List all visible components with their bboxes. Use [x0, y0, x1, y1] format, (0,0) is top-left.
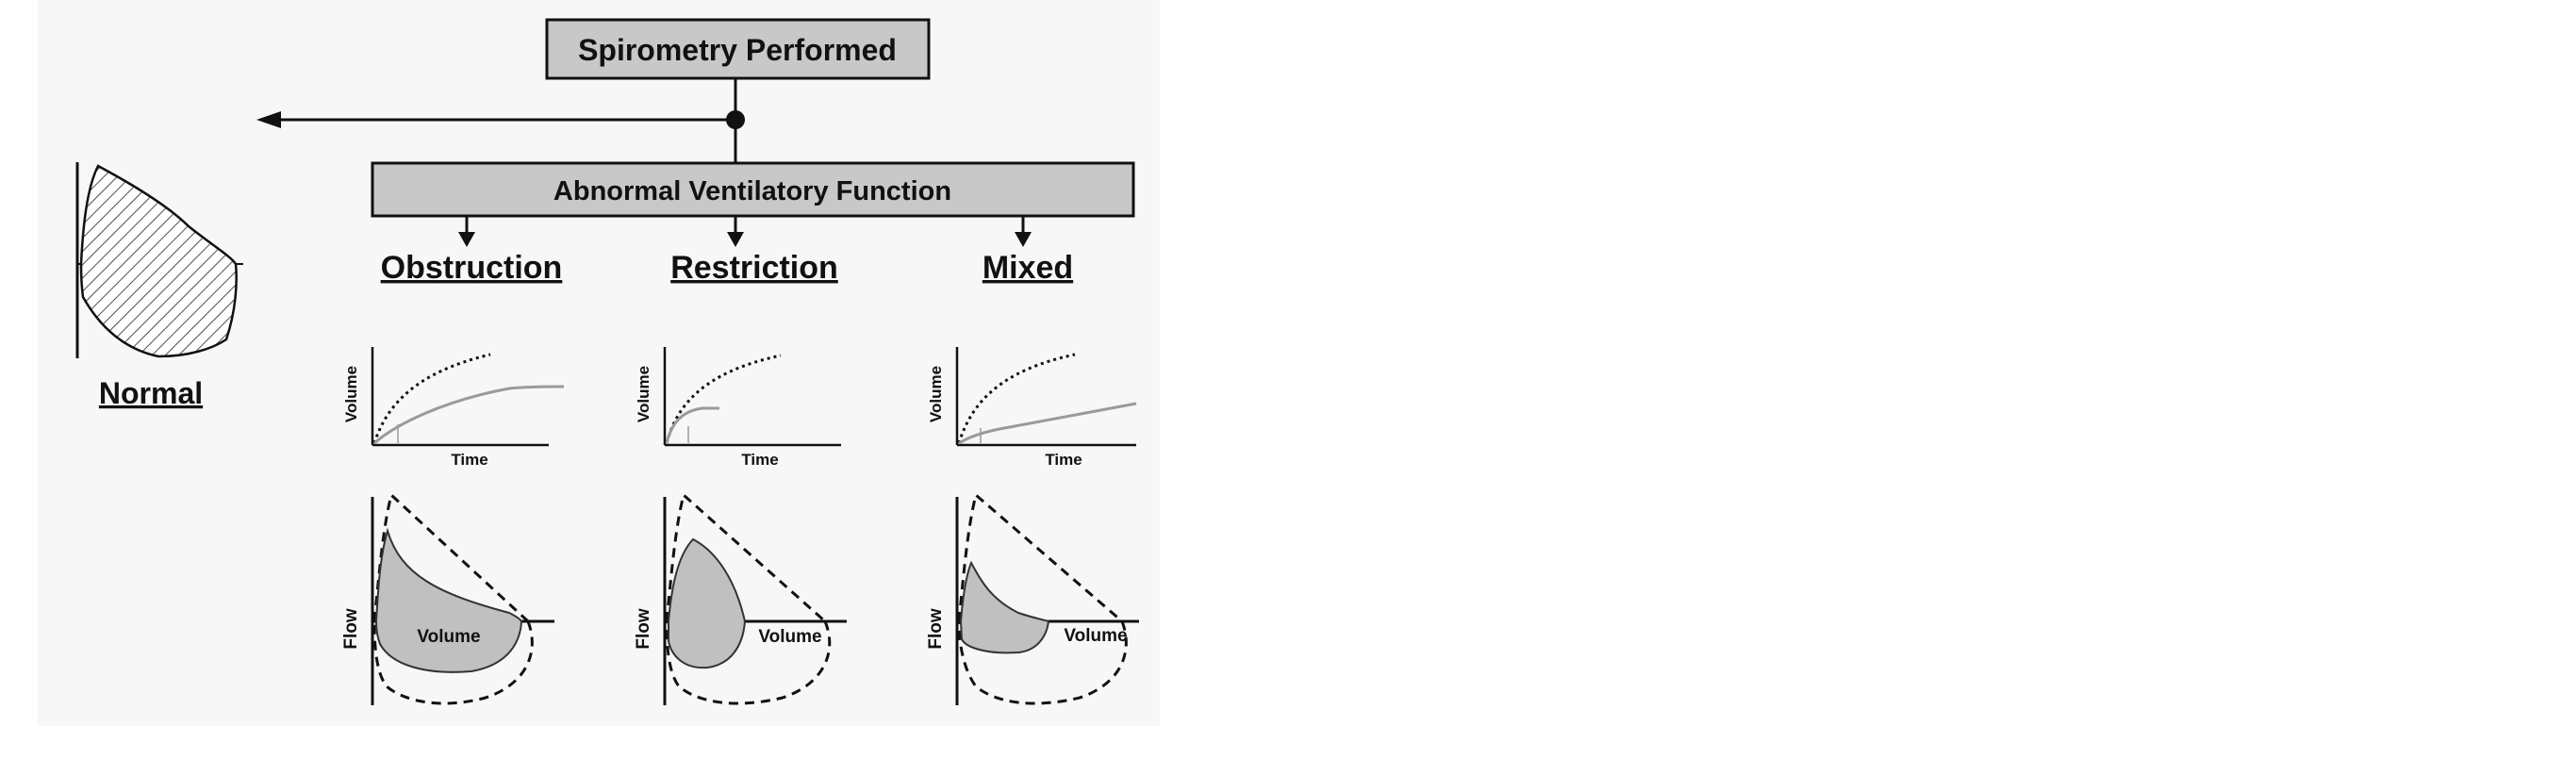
mixed-volume-axis-label: Volume: [927, 366, 945, 422]
mixed-flow-axis-label: Flow: [926, 608, 946, 649]
obstruction-heading: Obstruction: [381, 250, 563, 286]
normal-label: Normal: [99, 376, 203, 410]
restriction-time-axis-label: Time: [741, 451, 778, 469]
abnormal-ventilatory-function-label: Abnormal Ventilatory Function: [553, 176, 951, 206]
obstruction-flow-volume-loop: [371, 492, 554, 705]
spirometry-performed-box: Spirometry Performed: [545, 18, 931, 80]
obstruction-flow-axis-label: Flow: [341, 608, 361, 649]
arrow-to-obstruction: [458, 216, 475, 247]
abnormal-ventilatory-function-box: Abnormal Ventilatory Function: [371, 161, 1135, 218]
restriction-flow-axis-label: Flow: [634, 608, 653, 649]
arrow-to-normal: [256, 111, 735, 128]
restriction-flow-volume-axis-label: Volume: [758, 627, 821, 647]
restriction-flow-volume-loop: [663, 492, 847, 705]
arrow-to-mixed: [1015, 216, 1032, 247]
spirometry-performed-label: Spirometry Performed: [578, 33, 897, 67]
normal-flow-volume-loop: [75, 162, 243, 358]
restriction-heading: Restriction: [670, 250, 838, 286]
obstruction-flow-volume-axis-label: Volume: [417, 627, 480, 647]
mixed-flow-volume-axis-label: Volume: [1064, 626, 1127, 646]
mixed-heading: Mixed: [983, 250, 1073, 286]
arrow-to-restriction: [727, 216, 744, 247]
restriction-volume-time-plot: [663, 347, 841, 447]
mixed-time-axis-label: Time: [1045, 451, 1082, 469]
restriction-volume-axis-label: Volume: [635, 366, 652, 422]
mixed-flow-volume-loop: [955, 492, 1139, 705]
obstruction-volume-axis-label: Volume: [342, 366, 360, 422]
obstruction-volume-time-plot: [371, 347, 565, 447]
obstruction-time-axis-label: Time: [451, 451, 487, 469]
mixed-volume-time-plot: [955, 347, 1137, 447]
